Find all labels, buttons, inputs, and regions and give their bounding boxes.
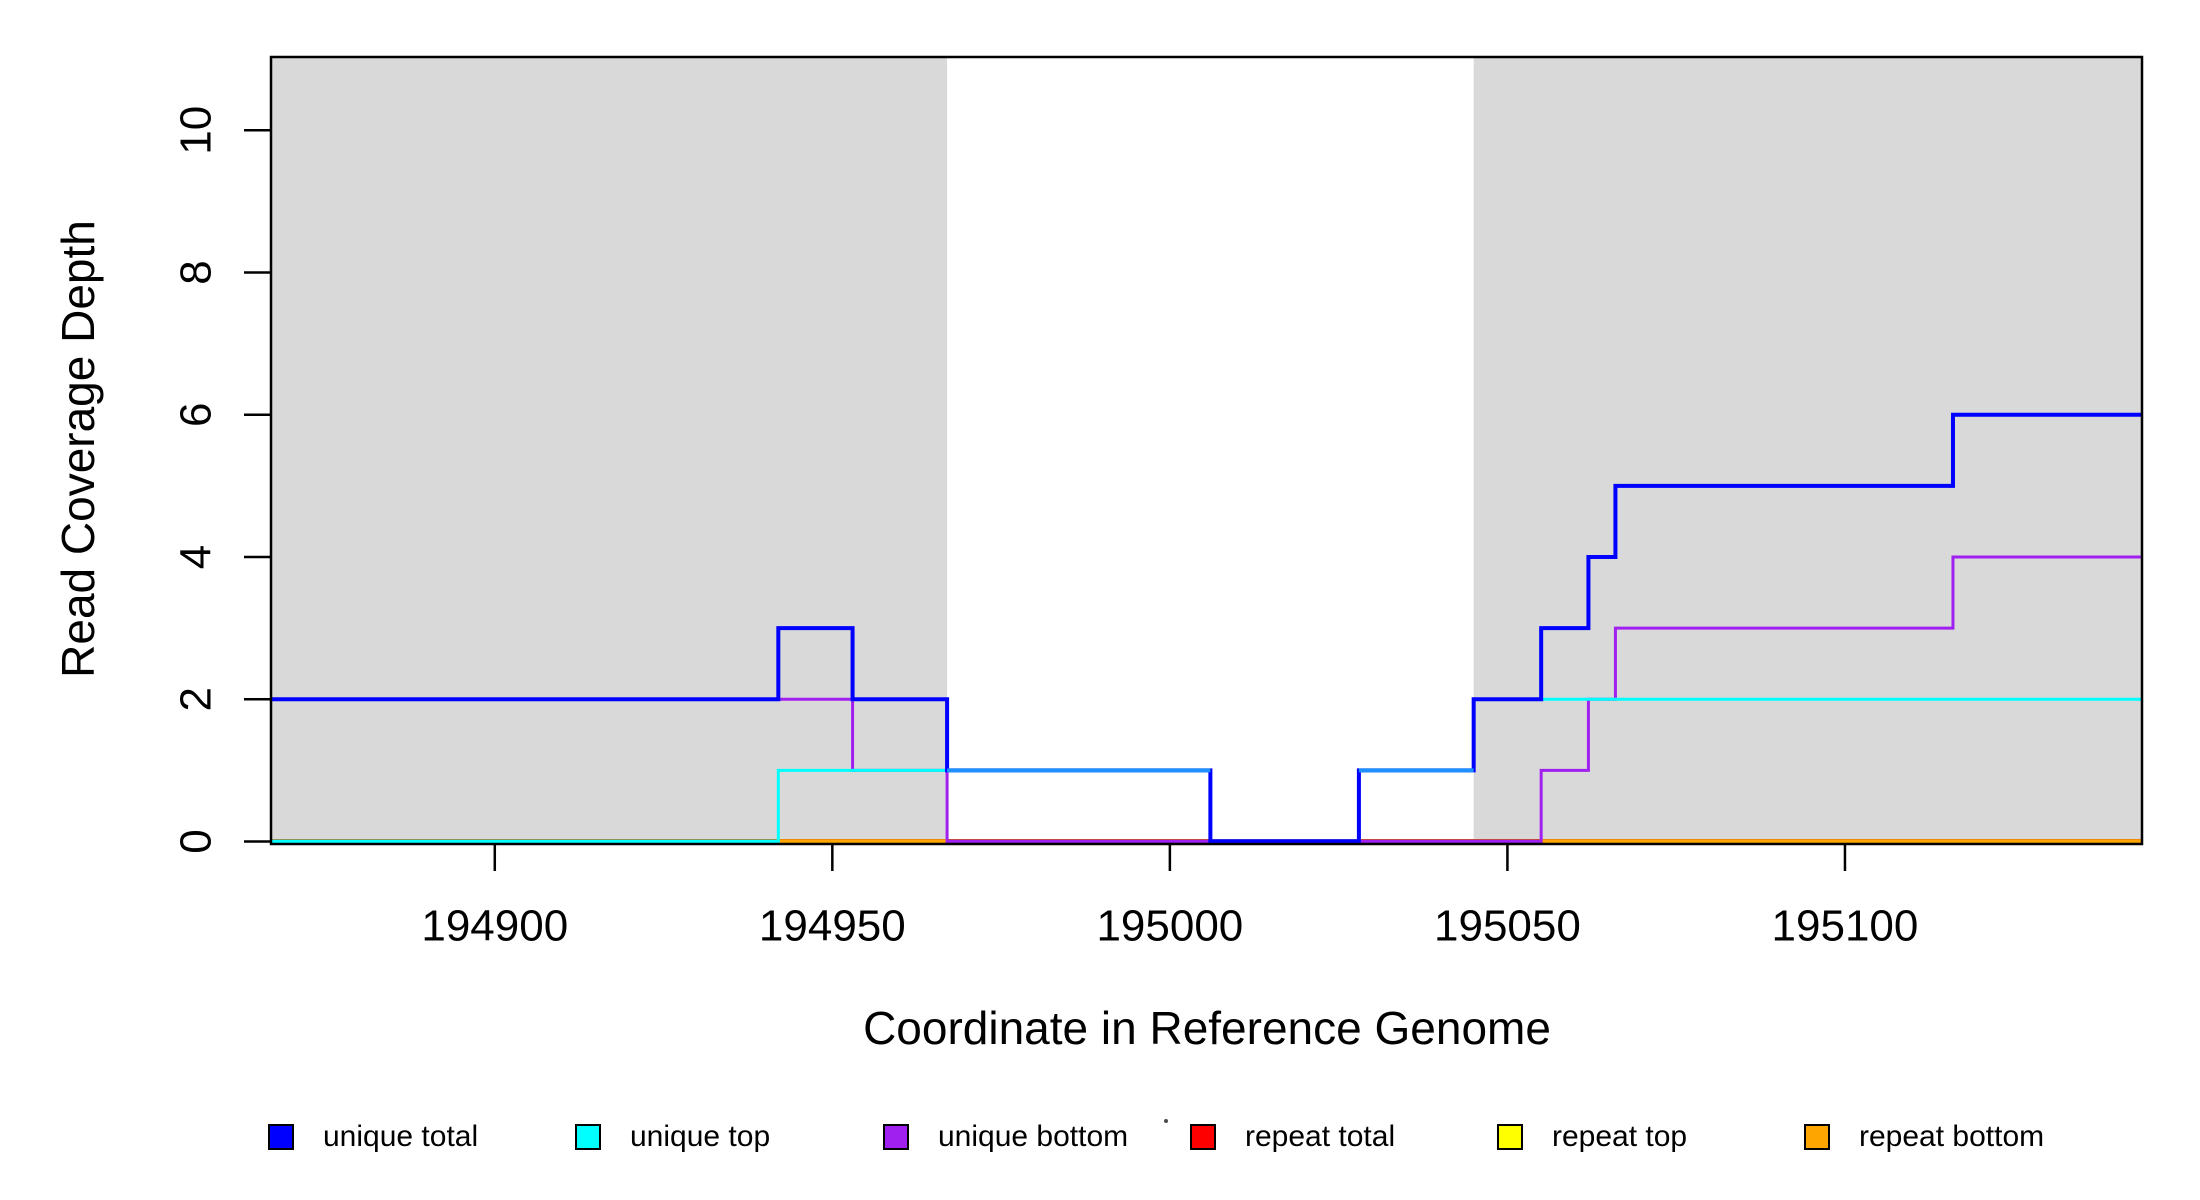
y-axis-tick-label: 10 [172, 106, 221, 155]
y-axis-tick-label: 6 [172, 403, 221, 427]
x-axis-tick-label: 195050 [1434, 902, 1581, 951]
y-axis-tick-label: 0 [172, 829, 221, 853]
right-shaded-region [1473, 57, 2142, 844]
x-axis-tick-label: 195100 [1772, 902, 1919, 951]
x-axis-tick-label: 194900 [421, 902, 568, 951]
plot-content: 194900 194950 195000 195050 195100 0 2 4 6 8 10 [172, 55, 2144, 951]
y-axis-title: Read Coverage Depth [52, 220, 104, 678]
y-axis-tick-label: 8 [172, 260, 221, 284]
x-axis-tick-label: 195000 [1096, 902, 1243, 951]
x-axis-title: Coordinate in Reference Genome [863, 1002, 1551, 1054]
x-axis-tick-label: 194950 [759, 902, 906, 951]
plot-border [269, 55, 2144, 846]
y-axis-tick-label: 4 [172, 545, 221, 569]
y-axis-tick-label: 2 [172, 687, 221, 711]
left-shaded-region [272, 57, 948, 844]
